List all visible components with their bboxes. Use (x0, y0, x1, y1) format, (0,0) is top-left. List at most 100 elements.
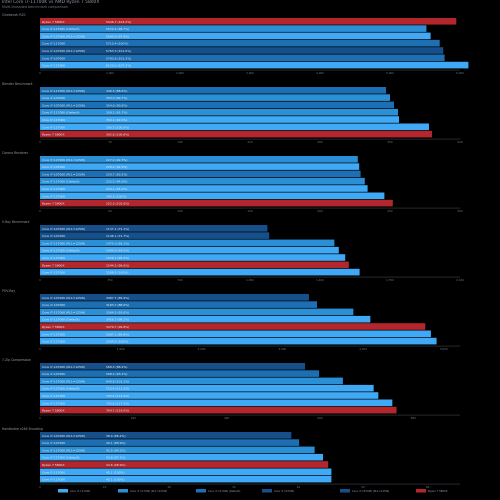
page-title: Intel Core i7-11700K vs AMD Ryzen 7 5800… (2, 0, 100, 5)
bar (40, 363, 306, 370)
x-tick-label: 3,000 (246, 71, 254, 75)
bar (40, 308, 354, 316)
bar-label: Core i7-11700K (PL1=125W) (42, 310, 85, 314)
legend-label: Core i7-11700K (PL1=125W) (130, 489, 167, 493)
bar (40, 446, 315, 454)
x-tick-label: 40 (297, 485, 301, 489)
x-tick-label: 50 (108, 209, 112, 213)
legend-swatch (58, 489, 68, 493)
bar (40, 301, 318, 308)
bar (40, 177, 365, 185)
x-tick-label: 200 (131, 416, 136, 420)
x-tick-label: 60 (426, 485, 430, 489)
legend-label: Core i7-11700K (70, 489, 90, 493)
chart-header: Intel Core i7-11700K vs AMD Ryzen 7 5800… (2, 0, 99, 9)
bar-value-label: 764.7 (119.0%) (106, 409, 129, 413)
bar-value-label: 232.5 (94.6%) (106, 180, 127, 184)
bar (40, 192, 385, 200)
x-tick-label: 0 (39, 416, 41, 420)
x-tick-label: 1,000 (117, 347, 125, 351)
bar (40, 432, 292, 439)
bar-label: Core i7-11700K (PL1=125W) (42, 379, 85, 383)
bar-value-label: 245.9 (100%) (106, 194, 126, 198)
bar (40, 225, 268, 232)
bar-value-label: 3479.7 (96.8%) (106, 325, 129, 329)
bar-value-label: 1598.5 (100%) (106, 271, 128, 275)
chart-panel-1: Cinebench R20 0 1,000 2,000 3,000 4,000 5,000 6… (2, 13, 469, 75)
bar (40, 294, 309, 301)
bar-label: Core i7-11700K (Default) (42, 249, 80, 253)
bar-label: Ryzen 7 5800X (42, 325, 65, 329)
bar-label: Core i7-11700K (42, 271, 66, 275)
bar-label: Core i7-10700K (42, 372, 66, 376)
bar-label: Core i7-10700K (PL1=125W) (42, 434, 85, 438)
bar-value-label: 3087.7 (85.9%) (106, 296, 129, 300)
chart-panel-3: Corona Renderer 0 50 100 150 200 250 300 Core i7… (2, 151, 463, 213)
x-tick-label: 0 (39, 140, 41, 144)
bar-value-label: 6120.0 (107.2%) (106, 64, 131, 68)
bar-label: Core i7-11700K (42, 401, 66, 405)
bar-label: Ryzen 7 5800X (42, 20, 65, 24)
bar-label: Core i7-10700K (42, 165, 66, 169)
bar-value-label: 350.0 (89.7%) (106, 96, 127, 100)
bar-label: Ryzen 7 5800X (42, 202, 65, 206)
panel-title: Handbrake x264 Encoding (2, 427, 43, 431)
bar-value-label: 45.1 (100%) (106, 470, 125, 474)
bar-label: Ryzen 7 5800X (42, 133, 65, 137)
panel-title: V-Ray Benchmark (2, 220, 30, 224)
x-tick-label: 20 (168, 485, 172, 489)
bar (40, 261, 349, 269)
bar-label: Core i7-11700K (42, 470, 66, 474)
bar-label: Core i7-11700K (42, 64, 66, 68)
x-tick-label: 300 (457, 209, 462, 213)
bar-value-label: 354.6 (90.8%) (106, 103, 127, 107)
x-tick-label: 0 (39, 485, 41, 489)
x-tick-label: 800 (411, 416, 416, 420)
bar-label: Core i7-11700K (Default) (42, 456, 80, 460)
bar (40, 406, 397, 414)
bar (40, 232, 270, 239)
x-tick-label: 200 (317, 209, 322, 213)
bar-value-label: 3587.1 (99.8%) (106, 332, 129, 336)
bar-value-label: 3183.7 (88.6%) (106, 303, 129, 307)
bar-value-label: 346.3 (88.6%) (106, 89, 127, 93)
legend-label: Core i7-10700K (274, 489, 294, 493)
chart-panel-6: 7-Zip Compression 0 200 400 600 800 Core i7-10… (2, 358, 460, 420)
bar (40, 87, 386, 94)
x-tick-label: 350 (387, 140, 392, 144)
bar-label: Core i7-11700K (PL1=125W) (42, 241, 85, 245)
x-tick-label: 700 (177, 278, 182, 282)
x-tick-label: 5,000 (440, 347, 448, 351)
bar-value-label: 1137.1 (71.1%) (106, 227, 129, 231)
x-tick-label: 150 (247, 209, 252, 213)
bar-label: Core i7-11700K (PL1=125W) (42, 448, 85, 452)
bar-value-label: 392.8 (100.6%) (106, 133, 129, 137)
page-subtitle: Multi-threaded benchmark comparison (2, 5, 68, 9)
bar (40, 32, 431, 40)
bar (40, 268, 360, 276)
bar-value-label: 234.1 (95.2%) (106, 187, 127, 191)
bar-label: Core i7-11700K (42, 187, 66, 191)
x-tick-label: 140 (177, 140, 182, 144)
bar (40, 246, 339, 254)
bar-value-label: 227.0 (92.3%) (106, 158, 127, 162)
x-tick-label: 4,000 (316, 71, 324, 75)
panel-title: 7-Zip Compression (2, 358, 31, 362)
bar (40, 384, 374, 392)
bar-value-label: 5783.6 (101.3%) (106, 56, 131, 60)
bar-value-label: 44.6 (98.9%) (106, 463, 126, 467)
bar-value-label: 1494.9 (93.5%) (106, 249, 129, 253)
bar-label: Core i7-11700K (Default) (42, 111, 80, 115)
bar-label: Core i7-10700K (PL1=125W) (42, 103, 85, 107)
bar-value-label: 252.3 (102.6%) (106, 202, 129, 206)
bar (40, 468, 332, 476)
x-tick-label: 0 (39, 347, 41, 351)
legend: Core i7-11700K Core i7-11700K (PL1=125W) C… (58, 489, 448, 493)
legend-swatch (262, 489, 272, 493)
bar-label: Ryzen 7 5800X (42, 263, 65, 267)
x-tick-label: 1,000 (106, 71, 114, 75)
panel-title: Blender Benchmark (2, 82, 33, 86)
bar-value-label: 1472.0 (92.1%) (106, 241, 129, 245)
bar-value-label: 3594.5 (100%) (106, 340, 128, 344)
bar-value-label: 43.8 (97.1%) (106, 456, 126, 460)
